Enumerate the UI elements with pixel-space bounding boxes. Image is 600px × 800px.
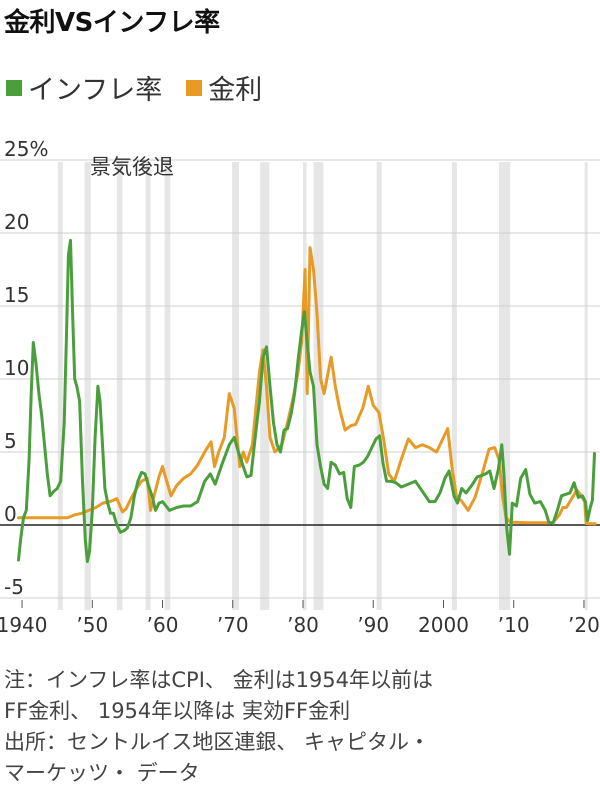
recession-band (313, 162, 324, 610)
legend-swatch-inflation (6, 79, 22, 96)
recession-band (376, 162, 382, 610)
series-line-inflation (17, 238, 596, 563)
recession-band (232, 162, 240, 610)
legend-item-rate: 金利 (186, 68, 262, 107)
recession-band (145, 162, 151, 610)
y-tick-label: 15 (4, 283, 29, 307)
y-tick-label: 5 (4, 429, 17, 453)
x-tick-label: ’70 (217, 613, 249, 637)
x-tick-label: ’90 (357, 613, 389, 637)
recession-band (584, 162, 588, 610)
recession-band (498, 162, 511, 610)
x-tick-label: ’60 (147, 613, 179, 637)
recession-band (164, 162, 171, 610)
legend-label-inflation: インフレ率 (28, 75, 163, 106)
legend: インフレ率 金利 (6, 68, 286, 107)
y-tick-label: 0 (4, 502, 17, 526)
recession-band (451, 162, 457, 610)
footnote-line-2: FF金利、 1954年以降は 実効FF金利 (4, 699, 351, 723)
recession-bands (57, 162, 588, 610)
x-tick-label: ’50 (76, 613, 108, 637)
footnote-line-3: 出所：セントルイス地区連銀、 キャピタル・ (4, 730, 431, 754)
gridlines (0, 159, 600, 608)
footnote: 注：インフレ率はCPI、 金利は1954年以前は FF金利、 1954年以降は … (4, 665, 596, 789)
chart-title: 金利VSインフレ率 (4, 8, 220, 38)
series-line-rate (17, 246, 597, 526)
recession-label: 景気後退 (90, 155, 174, 179)
footnote-line-4: マーケッツ・ データ (4, 761, 200, 785)
recession-band (57, 162, 63, 610)
y-tick-label: -5 (4, 575, 24, 599)
y-tick-label: 20 (4, 210, 29, 234)
y-tick-label: 10 (4, 356, 29, 380)
x-tick-label: ’20 (568, 613, 600, 637)
x-tick-label: ’10 (498, 613, 530, 637)
y-tick-label: 25% (4, 137, 48, 161)
legend-swatch-rate (186, 79, 203, 96)
legend-label-rate: 金利 (208, 75, 263, 106)
recession-band (260, 162, 270, 610)
series-lines (17, 238, 597, 563)
recession-band (303, 162, 307, 610)
x-tick-label: 2000 (418, 613, 469, 637)
x-tick-label: ’80 (287, 613, 319, 637)
recession-band (84, 162, 91, 610)
x-tick-label: 1940 (0, 613, 48, 637)
recession-band (116, 162, 123, 610)
line-chart: 25% 20 15 10 5 0 -5 1940 ’50 ’60 ’70 ’80 ’90 2000 ’10 ’… (0, 137, 600, 637)
legend-item-inflation: インフレ率 (6, 68, 162, 107)
footnote-line-1: 注：インフレ率はCPI、 金利は1954年以前は (4, 668, 434, 692)
axis-labels: 25% 20 15 10 5 0 -5 1940 ’50 ’60 ’70 ’80 ’90 2000 ’10 ’… (0, 137, 600, 637)
